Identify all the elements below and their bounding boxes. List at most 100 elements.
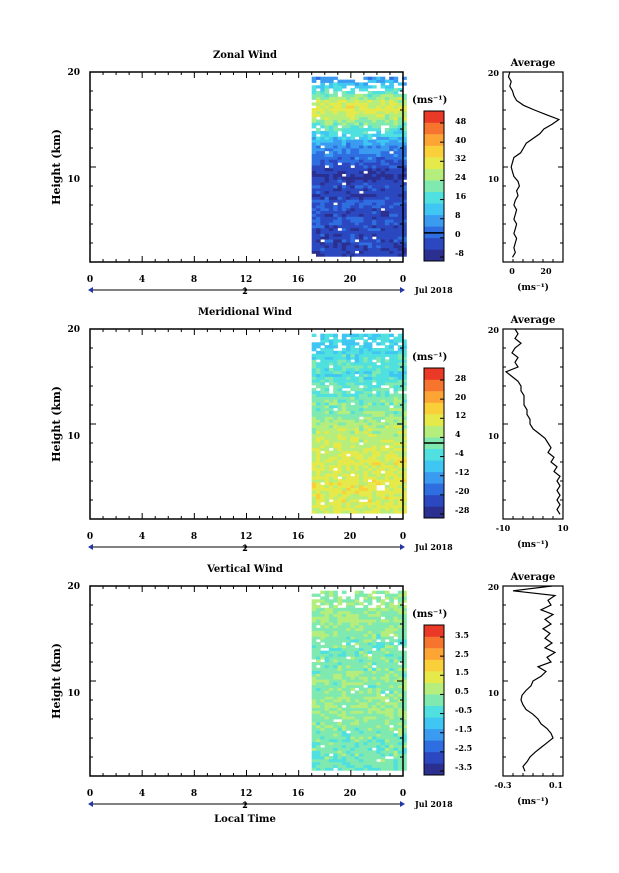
heatmap-cell: [372, 202, 377, 206]
heatmap-cell: [402, 356, 407, 360]
heatmap-cell: [367, 716, 373, 720]
heatmap-cell: [367, 222, 373, 226]
heatmap-cell: [359, 453, 364, 457]
heatmap-cell: [372, 156, 377, 160]
heatmap-cell: [350, 613, 356, 617]
heatmap-cell: [354, 627, 360, 632]
heatmap-cell: [324, 721, 330, 726]
heatmap-cell: [393, 76, 399, 80]
heatmap-cell: [350, 507, 356, 511]
heatmap-cell: [393, 507, 399, 511]
heatmap-cell: [384, 622, 390, 626]
heatmap-cell: [350, 653, 356, 657]
heatmap-cell: [363, 444, 369, 449]
heatmap-cell: [389, 416, 394, 420]
heatmap-cell: [320, 476, 325, 480]
heatmap-cell: [359, 350, 364, 355]
heatmap-cell: [316, 405, 321, 409]
heatmap-cell: [316, 225, 321, 229]
heatmap-cell: [389, 205, 394, 209]
heatmap-cell: [311, 110, 317, 115]
heatmap-cell: [311, 76, 317, 80]
heatmap-cell: [311, 113, 317, 118]
heatmap-cell: [393, 136, 399, 140]
heatmap-cell: [320, 433, 325, 437]
heatmap-cell: [337, 416, 343, 420]
heatmap-cell: [402, 436, 407, 440]
svg-text:-28: -28: [455, 505, 470, 515]
heatmap-cell: [397, 362, 403, 366]
heatmap-cell: [367, 596, 373, 600]
heatmap-cell: [324, 450, 330, 454]
heatmap-cell: [389, 699, 394, 703]
heatmap-cell: [316, 242, 321, 246]
heatmap-cell: [354, 684, 360, 689]
heatmap-cell: [328, 662, 334, 666]
heatmap-cell: [363, 353, 369, 357]
heatmap-cell: [376, 696, 381, 700]
heatmap-cell: [397, 128, 403, 132]
heatmap-cell: [350, 439, 356, 443]
heatmap-cell: [333, 227, 338, 231]
heatmap-cell: [384, 684, 390, 689]
heatmap-cell: [393, 339, 399, 343]
heatmap-cell: [372, 150, 377, 154]
heatmap-cell: [346, 179, 351, 183]
heatmap-cell: [376, 422, 381, 426]
heatmap-cell: [324, 422, 330, 426]
heatmap-cell: [350, 148, 356, 152]
heatmap-cell: [316, 244, 321, 249]
heatmap-cell: [393, 747, 399, 751]
heatmap-cell: [402, 370, 407, 375]
heatmap-cell: [341, 333, 347, 337]
heatmap-cell: [393, 442, 399, 446]
heatmap-cell: [367, 727, 373, 731]
heatmap-cell: [337, 413, 343, 417]
heatmap-cell: [333, 644, 338, 649]
heatmap-cell: [376, 399, 381, 403]
heatmap-cell: [363, 362, 369, 366]
heatmap-cell: [380, 724, 386, 728]
heatmap-cell: [363, 664, 369, 669]
heatmap-cell: [320, 707, 325, 711]
heatmap-cell: [359, 356, 364, 360]
heatmap-cell: [380, 376, 386, 380]
heatmap-cell: [376, 162, 381, 166]
heatmap-cell: [333, 150, 338, 154]
heatmap-cell: [346, 644, 351, 649]
heatmap-cell: [363, 716, 369, 720]
heatmap-cell: [311, 739, 317, 743]
heatmap-cell: [376, 427, 381, 432]
heatmap-cell: [320, 242, 325, 246]
heatmap-cell: [324, 767, 330, 771]
heatmap-cell: [402, 741, 407, 746]
heatmap-cell: [359, 430, 364, 434]
heatmap-cell: [311, 724, 317, 728]
heatmap-cell: [316, 761, 321, 766]
heatmap-cell: [341, 627, 347, 632]
heatmap-cell: [354, 253, 360, 257]
heatmap-cell: [311, 484, 317, 488]
heatmap-cell: [384, 456, 390, 460]
heatmap-cell: [384, 222, 390, 226]
heatmap-cell: [333, 470, 338, 474]
heatmap-cell: [367, 719, 373, 723]
heatmap-cell: [324, 453, 330, 457]
heatmap-cell: [376, 613, 381, 617]
heatmap-cell: [372, 670, 377, 674]
heatmap-cell: [324, 610, 330, 614]
heatmap-cell: [324, 653, 330, 657]
heatmap-cell: [311, 499, 317, 503]
heatmap-cell: [380, 359, 386, 363]
heatmap-cell: [367, 721, 373, 726]
heatmap-cell: [367, 85, 373, 89]
heatmap-cell: [393, 336, 399, 340]
heatmap-cell: [324, 91, 330, 95]
heatmap-cell: [389, 636, 394, 640]
heatmap-cell: [341, 99, 347, 103]
heatmap-cell: [311, 450, 317, 454]
heatmap-cell: [389, 133, 394, 137]
heatmap-cell: [380, 339, 386, 343]
heatmap-cell: [354, 744, 360, 748]
heatmap-cell: [389, 459, 394, 463]
